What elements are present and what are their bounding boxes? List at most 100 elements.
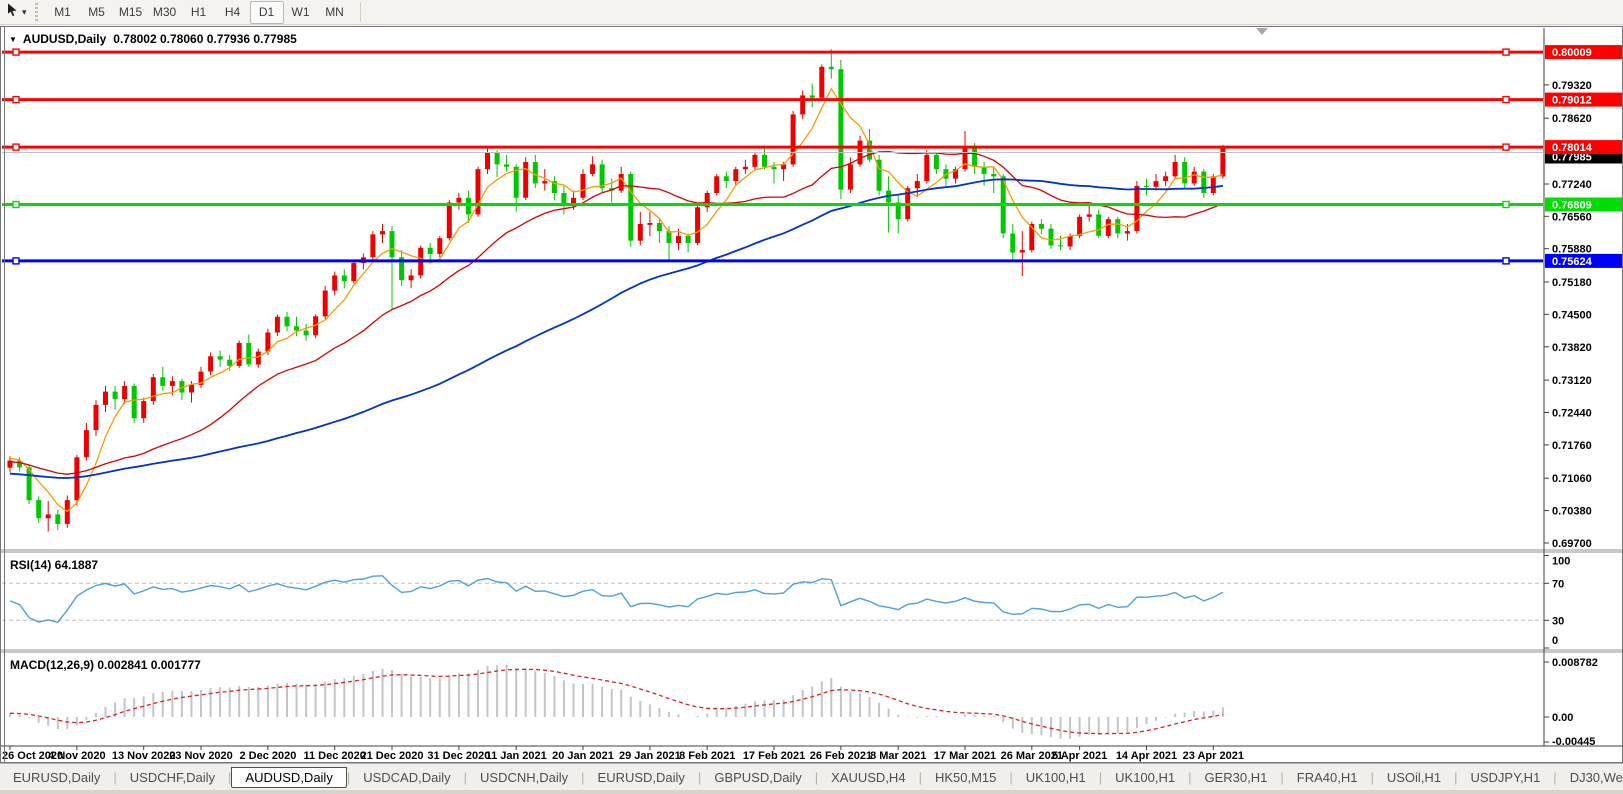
chart-symbol-label: AUDUSD,Daily bbox=[22, 32, 107, 46]
bottom-tab-eurusd-daily[interactable]: EURUSD,Daily bbox=[13, 769, 101, 785]
timeframe-button-w1[interactable]: W1 bbox=[291, 4, 310, 19]
svg-text:23 Nov 2020: 23 Nov 2020 bbox=[169, 750, 233, 762]
svg-text:21 Dec 2020: 21 Dec 2020 bbox=[361, 750, 424, 762]
slow-ma-line[interactable] bbox=[9, 178, 1224, 479]
mid-ma-line[interactable] bbox=[9, 150, 1224, 475]
svg-text:0.75180: 0.75180 bbox=[1552, 277, 1592, 289]
svg-text:0.73820: 0.73820 bbox=[1552, 342, 1592, 354]
svg-text:29 Jan 2021: 29 Jan 2021 bbox=[619, 750, 681, 762]
hline-0.79012[interactable] bbox=[2, 95, 1543, 104]
svg-text:26 Mar 2021: 26 Mar 2021 bbox=[1001, 750, 1063, 762]
rsi-axis-labels: 100 70 30 0 bbox=[1544, 555, 1570, 649]
toolbar-separator bbox=[359, 2, 361, 22]
bottom-tab-usdchf-daily[interactable]: USDCHF,Daily bbox=[129, 769, 216, 785]
svg-text:0.71760: 0.71760 bbox=[1552, 440, 1592, 452]
timeframe-button-d1[interactable]: D1 bbox=[249, 0, 284, 24]
tab-separator: | bbox=[814, 769, 819, 785]
timeframe-button-m5[interactable]: M5 bbox=[88, 4, 105, 19]
rsi-line[interactable] bbox=[9, 575, 1224, 623]
svg-text:0.78620: 0.78620 bbox=[1552, 113, 1592, 125]
timeframe-button-mn[interactable]: MN bbox=[325, 4, 344, 19]
bottom-tab-usoil-h1[interactable]: USOil,H1 bbox=[1386, 769, 1442, 785]
svg-text:-0.00445: -0.00445 bbox=[1552, 736, 1595, 748]
hline-0.80009[interactable] bbox=[2, 48, 1543, 56]
price-axis-ticks: 0.79320 0.78620 0.77240 0.76560 0.75880 0.751… bbox=[1544, 80, 1592, 550]
svg-text:100: 100 bbox=[1552, 556, 1570, 568]
svg-text:20 Jan 2021: 20 Jan 2021 bbox=[552, 750, 614, 762]
hline-0.76809[interactable] bbox=[2, 200, 1543, 209]
svg-text:8 Feb 2021: 8 Feb 2021 bbox=[679, 750, 735, 762]
svg-text:0.75624: 0.75624 bbox=[1552, 256, 1593, 268]
svg-text:0.78014: 0.78014 bbox=[1552, 142, 1593, 154]
svg-text:26 Feb 2021: 26 Feb 2021 bbox=[810, 750, 872, 762]
svg-text:11 Dec 2020: 11 Dec 2020 bbox=[304, 750, 366, 762]
svg-text:0.72440: 0.72440 bbox=[1552, 408, 1592, 420]
bottom-tab-xauusd-h4[interactable]: XAUUSD,H4 bbox=[831, 769, 906, 785]
cursor-arrow-icon bbox=[5, 2, 20, 22]
bottom-tab-usdcad-daily[interactable]: USDCAD,Daily bbox=[363, 769, 451, 785]
svg-text:26 Oct 2020: 26 Oct 2020 bbox=[2, 750, 63, 762]
svg-text:0.77985: 0.77985 bbox=[1552, 152, 1592, 164]
svg-text:4 Nov 2020: 4 Nov 2020 bbox=[48, 750, 105, 762]
svg-text:0.74500: 0.74500 bbox=[1552, 309, 1592, 321]
bottom-tab-usdcnh-daily[interactable]: USDCNH,Daily bbox=[480, 769, 569, 785]
bottom-tab-gbpusd-daily[interactable]: GBPUSD,Daily bbox=[714, 769, 802, 785]
bottom-tab-uk100-h1[interactable]: UK100,H1 bbox=[1115, 769, 1176, 785]
hline-0.75624[interactable] bbox=[2, 257, 1543, 265]
svg-text:0.70380: 0.70380 bbox=[1552, 506, 1592, 518]
timeframe-toolbar: ▾ M1 M5 M15 M30 H1 H4 D1 W1 MN bbox=[0, 0, 1623, 25]
chevron-down-icon: ▾ bbox=[22, 6, 27, 17]
macd-histogram[interactable] bbox=[9, 665, 1224, 739]
tab-separator: | bbox=[1454, 769, 1458, 785]
svg-text:0.77240: 0.77240 bbox=[1552, 179, 1592, 191]
tab-separator: | bbox=[1009, 769, 1013, 785]
svg-text:5 Apr 2021: 5 Apr 2021 bbox=[1052, 750, 1107, 762]
chart-ohlc-values: 0.78002 0.78060 0.77936 0.77985 bbox=[113, 32, 297, 46]
bottom-tab-audusd-daily[interactable]: AUDUSD,Daily bbox=[231, 766, 347, 788]
rsi-pane-label: RSI(14) 64.1887 bbox=[10, 558, 98, 572]
chart-title: ▼ AUDUSD,Daily 0.78002 0.78060 0.77936 0… bbox=[9, 32, 297, 46]
pane-separator[interactable] bbox=[0, 549, 1623, 553]
svg-text:0.71060: 0.71060 bbox=[1552, 473, 1592, 485]
timeframe-button-h1[interactable]: H1 bbox=[190, 4, 207, 19]
window-bottom-strip bbox=[0, 790, 1623, 794]
ohlc-caret-icon[interactable]: ▼ bbox=[9, 34, 17, 44]
tab-separator: | bbox=[1188, 769, 1192, 785]
hline-price-badge-0.79012: 0.79012 bbox=[1545, 92, 1623, 107]
bottom-tab-uk100-h1[interactable]: UK100,H1 bbox=[1025, 769, 1086, 785]
timeframe-button-h4[interactable]: H4 bbox=[224, 4, 241, 19]
svg-text:13 Nov 2020: 13 Nov 2020 bbox=[112, 750, 176, 762]
timeframe-button-m1[interactable]: M1 bbox=[54, 4, 71, 19]
bottom-tab-eurusd-daily[interactable]: EURUSD,Daily bbox=[597, 769, 685, 785]
svg-text:0.79012: 0.79012 bbox=[1552, 95, 1592, 107]
cursor-tool-button[interactable]: ▾ bbox=[0, 2, 31, 22]
bottom-tab-hk50-m15[interactable]: HK50,M15 bbox=[934, 769, 997, 785]
bottom-tab-fra40-h1[interactable]: FRA40,H1 bbox=[1296, 769, 1358, 785]
chart-shift-marker[interactable] bbox=[1256, 28, 1268, 35]
bottom-tab-usdjpy-h1[interactable]: USDJPY,H1 bbox=[1470, 769, 1541, 785]
svg-text:0.008782: 0.008782 bbox=[1552, 657, 1598, 669]
hline-price-badge-0.80009: 0.80009 bbox=[1545, 45, 1623, 60]
fast-ma-line[interactable] bbox=[9, 87, 1224, 513]
hline-0.78014[interactable] bbox=[2, 143, 1543, 151]
svg-text:0.79320: 0.79320 bbox=[1552, 80, 1592, 92]
timeframe-button-m15[interactable]: M15 bbox=[118, 4, 143, 19]
pane-separator[interactable] bbox=[0, 649, 1623, 653]
tab-separator: | bbox=[581, 769, 585, 785]
timeframe-button-m30[interactable]: M30 bbox=[152, 4, 177, 19]
tab-separator: | bbox=[1370, 769, 1374, 785]
macd-signal-line[interactable] bbox=[9, 668, 1224, 735]
svg-text:8 Mar 2021: 8 Mar 2021 bbox=[870, 750, 926, 762]
bottom-tab-dj30-weekly[interactable]: DJ30,Weekly bbox=[1569, 769, 1623, 785]
bottom-tab-ger30-h1[interactable]: GER30,H1 bbox=[1204, 769, 1268, 785]
svg-text:0.80009: 0.80009 bbox=[1552, 47, 1592, 59]
toolbar-grip[interactable] bbox=[34, 3, 38, 21]
chart-window: ▼ AUDUSD,Daily 0.78002 0.78060 0.77936 0… bbox=[0, 26, 1623, 763]
svg-text:0.69700: 0.69700 bbox=[1552, 538, 1592, 550]
svg-text:0: 0 bbox=[1552, 635, 1558, 647]
price-chart-canvas[interactable]: 0.79320 0.78620 0.77240 0.76560 0.75880 0.751… bbox=[0, 26, 1623, 763]
timeframe-buttons: M1 M5 M15 M30 H1 H4 D1 W1 MN bbox=[46, 0, 352, 25]
macd-pane-label: MACD(12,26,9) 0.002841 0.001777 bbox=[10, 658, 201, 672]
tab-separator: | bbox=[697, 769, 702, 785]
